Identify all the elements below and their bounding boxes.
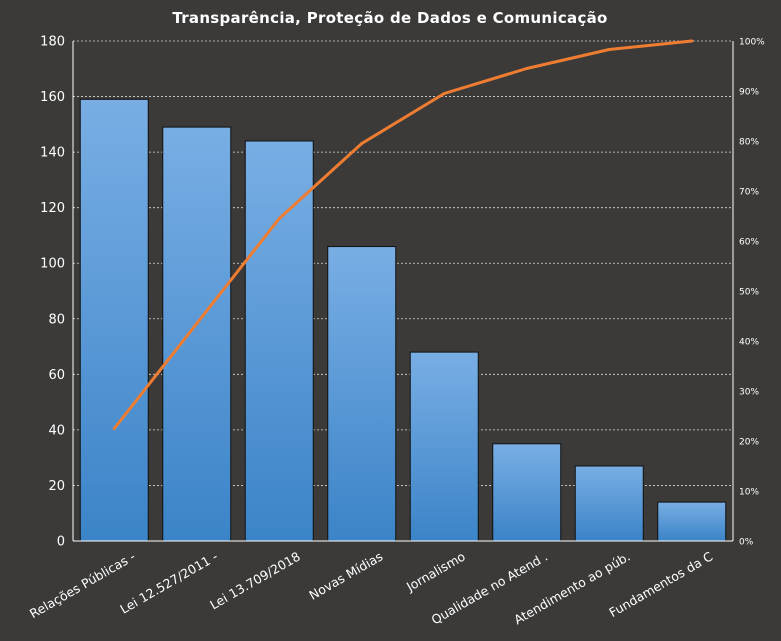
y2-tick-label: 60% — [739, 238, 759, 248]
cumulative-line-series — [112, 39, 694, 430]
y-tick-label: 140 — [40, 146, 65, 161]
y2-tick-label: 10% — [739, 488, 759, 498]
y-tick-label: 80 — [48, 312, 65, 327]
cumulative-line — [112, 39, 694, 430]
bar — [657, 501, 727, 542]
cumulative-point — [277, 217, 281, 220]
cumulative-point — [112, 427, 116, 430]
y2-tick-label: 90% — [739, 88, 759, 98]
y-tick-label: 160 — [40, 90, 65, 105]
bar-series — [79, 98, 727, 542]
cumulative-point — [442, 92, 446, 95]
y-tick-label: 120 — [40, 201, 65, 216]
y-tick-label: 20 — [48, 479, 65, 494]
cumulative-point — [607, 48, 611, 51]
cumulative-point — [360, 142, 364, 145]
cumulative-point — [195, 322, 199, 325]
y2-tick-label: 80% — [739, 138, 759, 148]
y2-tick-label: 20% — [739, 438, 759, 448]
y2-tick-label: 0% — [739, 538, 754, 548]
y-tick-label: 0 — [57, 535, 65, 550]
y-tick-label: 100 — [40, 257, 65, 272]
y2-tick-label: 30% — [739, 388, 759, 398]
axes — [72, 41, 734, 542]
bar — [327, 246, 397, 542]
y-tick-label: 180 — [40, 35, 65, 50]
y-tick-label: 60 — [48, 368, 65, 383]
y-tick-label: 40 — [48, 423, 65, 438]
cumulative-point — [690, 39, 694, 43]
bar — [492, 443, 562, 542]
x-tick-label: Jornalismo — [403, 549, 468, 595]
y2-tick-label: 40% — [739, 338, 759, 348]
y2-tick-label: 70% — [739, 188, 759, 198]
cumulative-point — [525, 67, 529, 70]
bar — [79, 98, 149, 542]
bar — [162, 126, 232, 542]
bar — [409, 351, 479, 542]
y2-tick-label: 50% — [739, 288, 759, 298]
bar — [574, 465, 644, 542]
x-tick-label: Lei 13.709/2018 — [207, 549, 303, 613]
y2-tick-label: 100% — [739, 38, 765, 48]
x-tick-label: Novas Mídias — [306, 549, 385, 603]
bar — [244, 140, 314, 542]
chart-title: Transparência, Proteção de Dados e Comun… — [172, 9, 607, 27]
